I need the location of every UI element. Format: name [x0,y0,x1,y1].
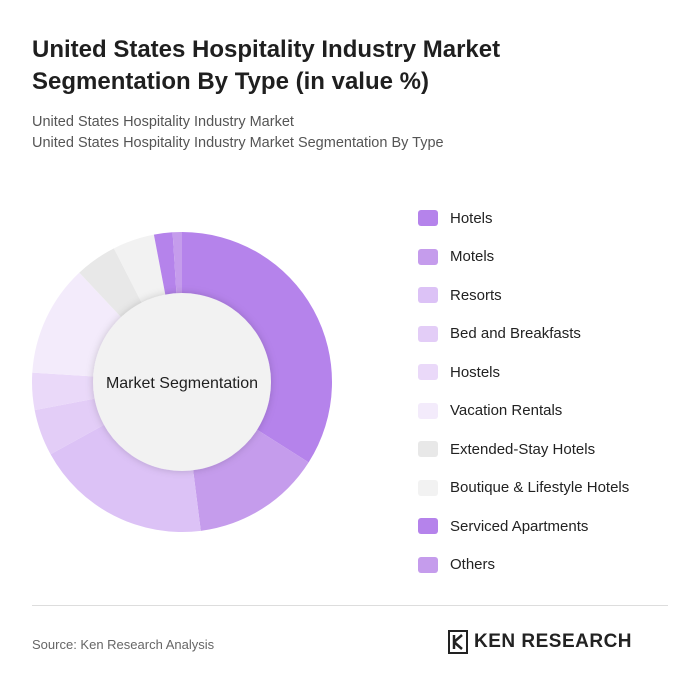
legend-swatch [418,325,438,342]
legend-swatch [418,364,438,381]
legend-label: Bed and Breakfasts [450,325,581,343]
legend-item[interactable]: Motels [418,238,629,277]
legend-label: Hostels [450,363,501,381]
legend-item[interactable]: Hostels [418,353,629,392]
legend-swatch [418,287,438,304]
legend-item[interactable]: Hotels [418,199,629,238]
legend-label: Extended-Stay Hotels [450,440,596,458]
legend-label: Motels [450,248,495,266]
legend-item[interactable]: Vacation Rentals [418,392,629,431]
legend-swatch [418,210,438,227]
legend-item[interactable]: Others [418,546,629,585]
legend-label: Others [450,556,496,574]
source-note: Source: Ken Research Analysis [32,637,215,652]
legend-label: Serviced Apartments [450,517,589,535]
legend-label: Hotels [450,209,493,227]
legend: Hotels Motels Resorts Bed and Breakfasts Hos… [418,199,629,584]
ken-research-logo: KEN RESEARCH [448,630,632,654]
donut-center [93,293,271,471]
legend-swatch [418,479,438,496]
legend-swatch [418,248,438,265]
legend-swatch [418,556,438,573]
center-label: Market Segmentation [106,375,258,392]
legend-swatch [418,402,438,419]
legend-label: Resorts [450,286,502,304]
legend-item[interactable]: Resorts [418,276,629,315]
chart-title: United States Hospitality Industry Marke… [32,36,501,95]
legend-item[interactable]: Bed and Breakfasts [418,315,629,354]
logo-text: KEN RESEARCH [474,631,633,652]
legend-label: Boutique & Lifestyle Hotels [450,479,630,497]
legend-item[interactable]: Boutique & Lifestyle Hotels [418,469,629,508]
legend-swatch [418,518,438,535]
legend-item[interactable]: Serviced Apartments [418,507,629,546]
donut-chart: Market Segmentation [32,232,332,532]
logo-icon [448,630,468,654]
chart-subtitle: United States Hospitality Industry Marke… [32,114,294,130]
legend-label: Vacation Rentals [450,402,563,420]
legend-swatch [418,441,438,458]
chart-subtitle-2: United States Hospitality Industry Marke… [32,135,444,151]
divider [32,605,668,606]
legend-item[interactable]: Extended-Stay Hotels [418,430,629,469]
